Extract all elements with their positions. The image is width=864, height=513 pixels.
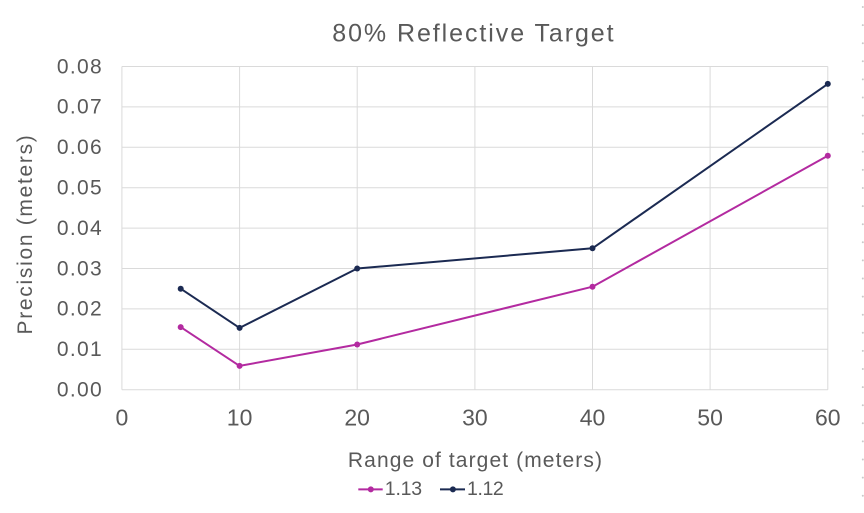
svg-text:0: 0 <box>116 405 129 431</box>
svg-text:20: 20 <box>344 405 370 431</box>
svg-text:0.01: 0.01 <box>57 338 103 361</box>
svg-text:0.03: 0.03 <box>57 257 103 280</box>
svg-text:0.07: 0.07 <box>57 96 103 119</box>
svg-text:10: 10 <box>227 405 253 431</box>
svg-text:0.06: 0.06 <box>57 136 103 159</box>
svg-text:40: 40 <box>580 405 606 431</box>
svg-text:Range of target (meters): Range of target (meters) <box>348 449 603 472</box>
svg-text:1.13: 1.13 <box>385 478 422 500</box>
svg-text:30: 30 <box>462 405 488 431</box>
svg-text:0.00: 0.00 <box>57 379 103 402</box>
svg-text:0.08: 0.08 <box>57 55 103 78</box>
svg-text:80% Reflective Target: 80% Reflective Target <box>332 19 615 47</box>
svg-text:0.04: 0.04 <box>57 217 103 240</box>
svg-text:50: 50 <box>697 405 723 431</box>
svg-text:1.12: 1.12 <box>467 478 503 500</box>
svg-text:Precision (meters): Precision (meters) <box>14 134 37 335</box>
svg-text:0.02: 0.02 <box>57 298 103 321</box>
svg-text:60: 60 <box>815 405 841 431</box>
svg-text:0.05: 0.05 <box>57 177 103 200</box>
